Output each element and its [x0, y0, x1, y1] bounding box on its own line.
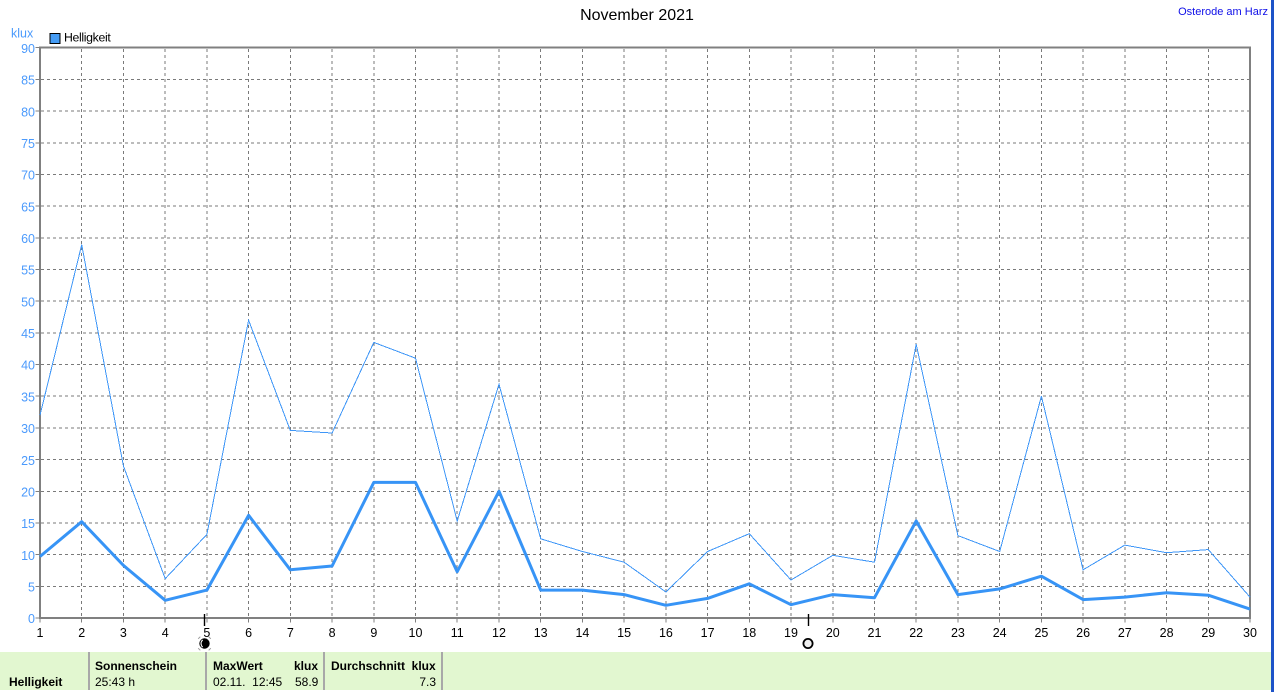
svg-text:5: 5 — [28, 581, 35, 595]
svg-text:19: 19 — [784, 626, 798, 640]
svg-text:26: 26 — [1076, 626, 1090, 640]
svg-text:80: 80 — [21, 105, 35, 119]
svg-text:7: 7 — [287, 626, 294, 640]
svg-text:30: 30 — [21, 422, 35, 436]
svg-text:70: 70 — [21, 169, 35, 183]
svg-text:11: 11 — [451, 626, 464, 640]
svg-text:90: 90 — [21, 42, 35, 56]
svg-text:10: 10 — [21, 549, 35, 563]
svg-text:75: 75 — [21, 137, 35, 151]
svg-text:16: 16 — [659, 626, 673, 640]
svg-text:25: 25 — [1034, 626, 1048, 640]
svg-text:28: 28 — [1160, 626, 1174, 640]
svg-text:85: 85 — [21, 74, 35, 88]
svg-text:0: 0 — [28, 612, 35, 626]
svg-text:klux: klux — [11, 27, 34, 41]
svg-text:10: 10 — [409, 626, 423, 640]
svg-text:12: 12 — [492, 626, 506, 640]
svg-text:15: 15 — [617, 626, 631, 640]
svg-text:5: 5 — [203, 626, 210, 640]
svg-text:30: 30 — [1243, 626, 1257, 640]
svg-text:23: 23 — [951, 626, 965, 640]
svg-text:17: 17 — [701, 626, 715, 640]
svg-text:27: 27 — [1118, 626, 1132, 640]
svg-text:1: 1 — [37, 626, 44, 640]
svg-text:8: 8 — [329, 626, 336, 640]
svg-text:65: 65 — [21, 200, 35, 214]
svg-text:15: 15 — [21, 517, 35, 531]
svg-text:50: 50 — [21, 295, 35, 309]
svg-text:3: 3 — [120, 626, 127, 640]
svg-text:55: 55 — [21, 264, 35, 278]
svg-text:Helligkeit: Helligkeit — [64, 30, 111, 44]
svg-text:21: 21 — [868, 626, 882, 640]
svg-text:20: 20 — [826, 626, 840, 640]
svg-text:2: 2 — [78, 626, 85, 640]
svg-text:14: 14 — [575, 626, 589, 640]
svg-text:25: 25 — [21, 454, 35, 468]
svg-text:40: 40 — [21, 359, 35, 373]
svg-text:24: 24 — [993, 626, 1007, 640]
svg-text:18: 18 — [742, 626, 756, 640]
svg-text:9: 9 — [370, 626, 377, 640]
svg-text:29: 29 — [1201, 626, 1215, 640]
svg-text:6: 6 — [245, 626, 252, 640]
svg-text:22: 22 — [909, 626, 923, 640]
svg-text:35: 35 — [21, 390, 35, 404]
svg-text:60: 60 — [21, 232, 35, 246]
svg-text:4: 4 — [162, 626, 169, 640]
svg-text:13: 13 — [534, 626, 548, 640]
svg-text:20: 20 — [21, 486, 35, 500]
svg-text:45: 45 — [21, 327, 35, 341]
